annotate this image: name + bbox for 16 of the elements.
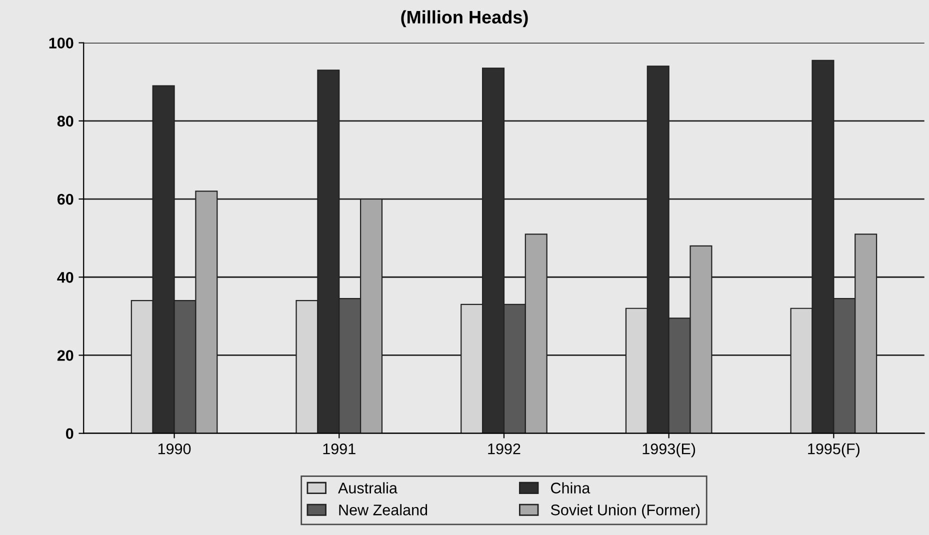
legend-label: China (551, 482, 590, 494)
y-tick-label: 80 (57, 116, 74, 127)
x-tick-label: 1990 (158, 443, 191, 454)
x-tick-label: 1995(F) (808, 443, 860, 458)
y-tick-label: 60 (57, 194, 74, 205)
y-tick-label: 40 (57, 272, 74, 283)
x-tick-label: 1991 (323, 443, 356, 454)
legend-label: Australia (338, 482, 398, 494)
legend-label: Soviet Union (Former) (550, 504, 700, 518)
chart-title: (Million Heads) (401, 10, 528, 28)
x-tick-label: 1993(E) (642, 443, 696, 458)
y-tick-label: 20 (57, 350, 74, 361)
legend-label: New Zealand (339, 504, 428, 516)
y-tick-label: 100 (49, 38, 74, 48)
y-tick-label: 0 (66, 428, 74, 440)
x-tick-label: 1992 (488, 443, 520, 454)
